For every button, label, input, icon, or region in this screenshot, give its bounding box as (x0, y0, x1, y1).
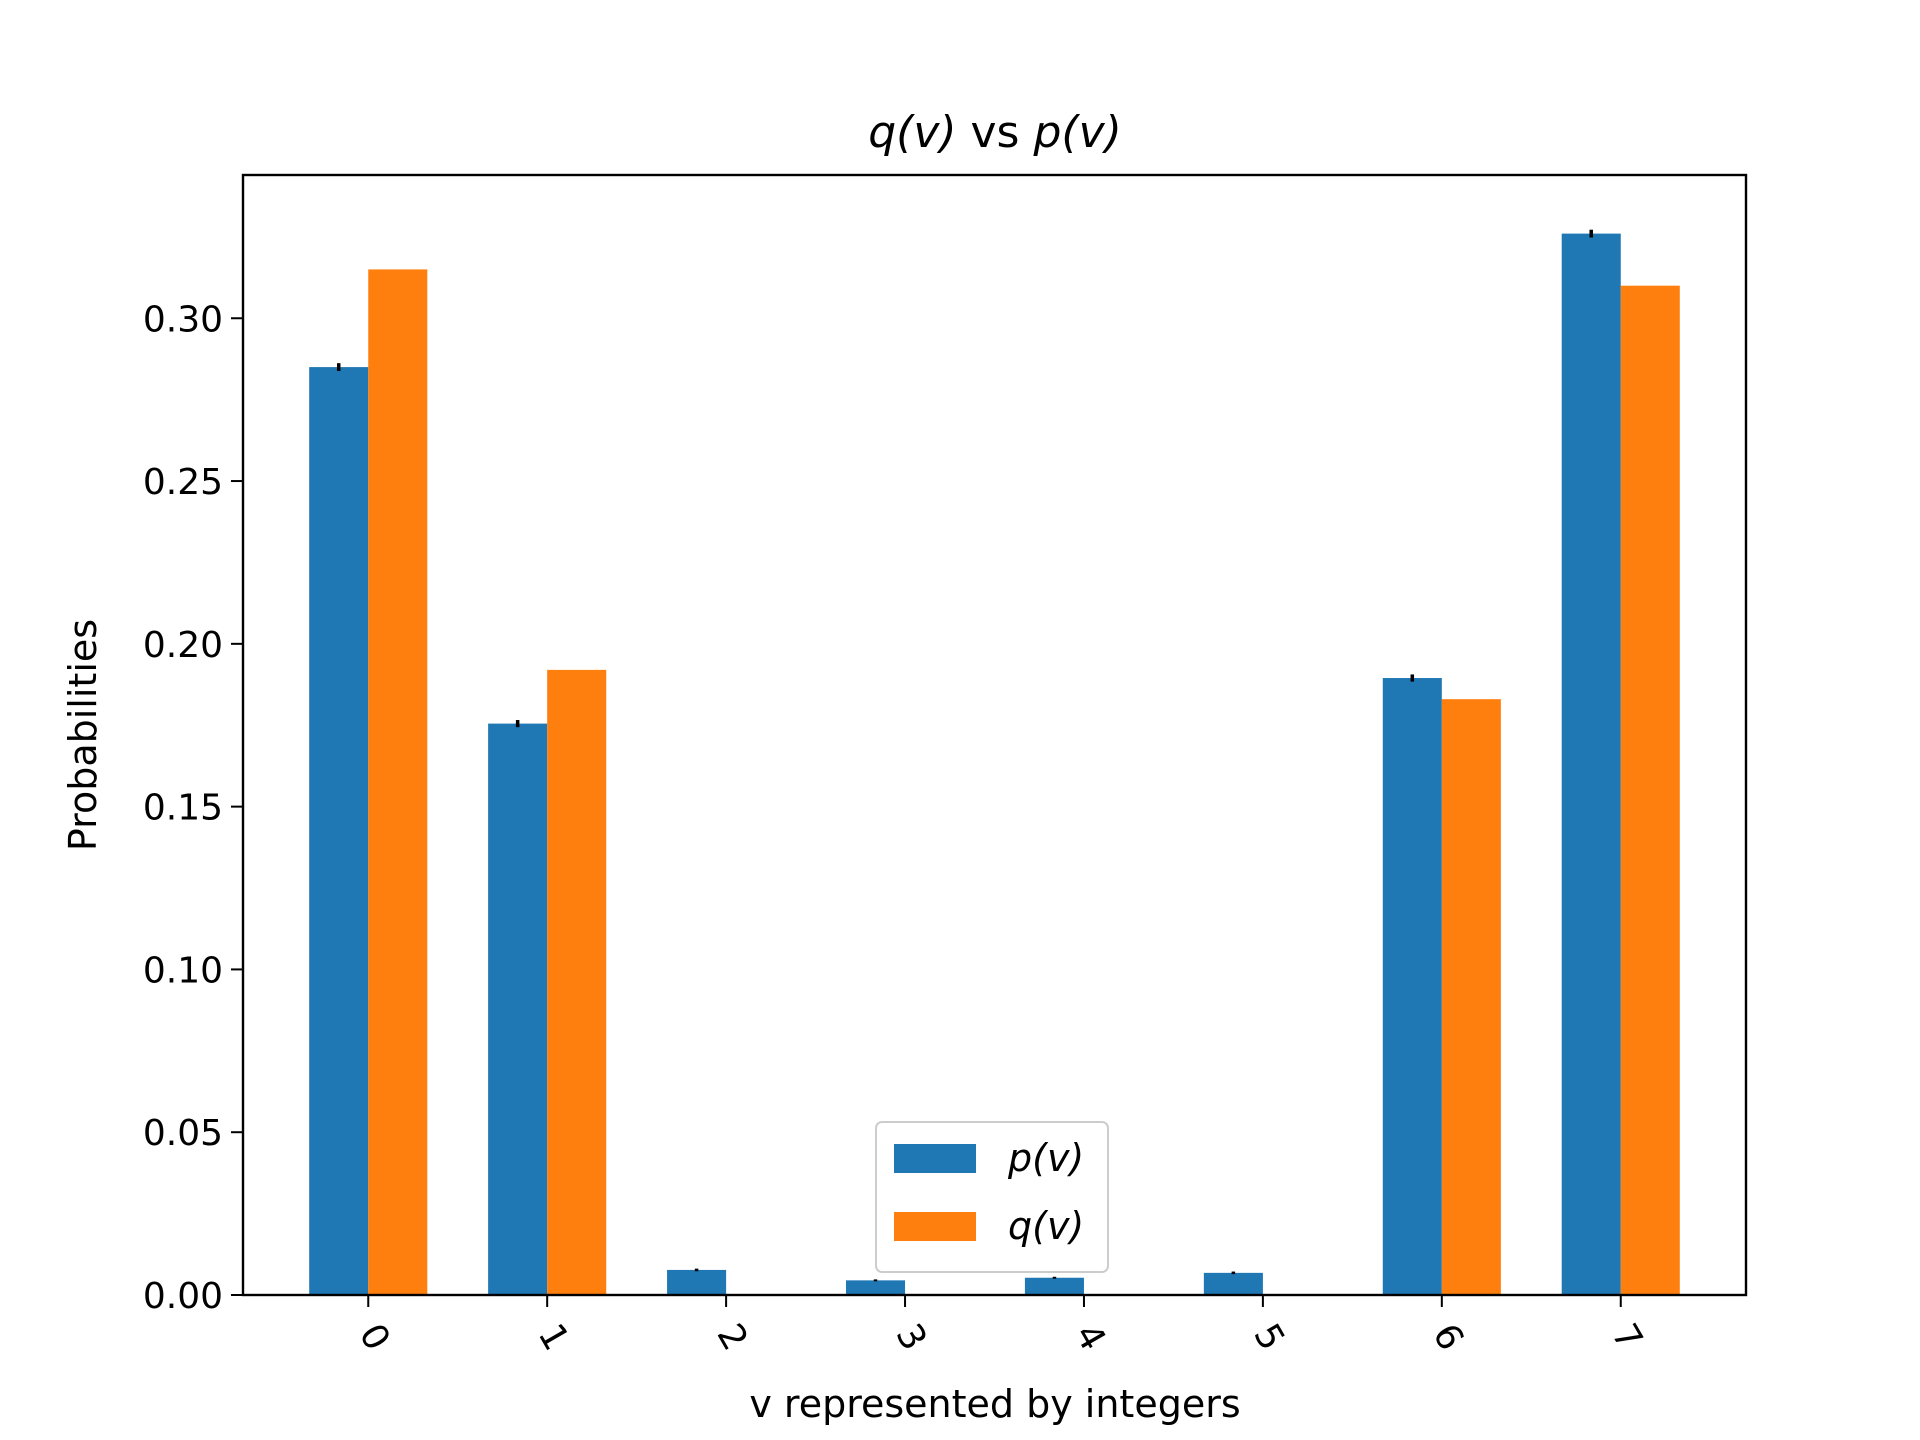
y-tick-label: 0.00 (143, 1276, 223, 1317)
bar-pv-5 (1203, 1272, 1263, 1295)
y-tick-label: 0.05 (143, 1113, 223, 1154)
title-q-part: q(v) (868, 107, 956, 158)
y-tick-label: 0.20 (143, 625, 223, 666)
bar-pv-7 (1561, 233, 1621, 1296)
bar-qv-0 (368, 269, 428, 1296)
x-tick-label: 5 (1245, 1317, 1292, 1357)
legend-swatch-1 (894, 1212, 976, 1241)
title-vs-part: vs (957, 107, 1034, 158)
x-axis: 0 1 2 3 4 5 6 7 (351, 1295, 1650, 1357)
y-tick-label: 0.15 (143, 788, 223, 829)
x-tick-label: 3 (888, 1317, 935, 1357)
x-tick-label: 2 (709, 1317, 756, 1357)
chart-title: q(v) vs p(v) (868, 107, 1122, 158)
bar-pv-1 (488, 723, 548, 1295)
legend-label-1: q(v) (1008, 1204, 1084, 1248)
bars-layer (309, 233, 1680, 1296)
bar-qv-7 (1620, 285, 1680, 1296)
legend: p(v) q(v) (875, 1121, 1109, 1273)
y-axis-label: Probabilities (61, 619, 105, 851)
x-tick-label: 6 (1424, 1317, 1471, 1357)
x-tick-label: 1 (530, 1317, 577, 1357)
y-tick-label: 0.25 (143, 462, 223, 503)
bar-pv-4 (1024, 1277, 1084, 1295)
chart-title-group: q(v) vs p(v) (868, 107, 1122, 158)
x-tick-label: 4 (1066, 1317, 1113, 1357)
bar-pv-2 (667, 1269, 727, 1295)
y-tick-label: 0.10 (143, 950, 223, 991)
x-axis-label: v represented by integers (749, 1382, 1240, 1426)
plot-frame (241, 173, 1748, 1297)
bar-pv-6 (1382, 678, 1442, 1295)
legend-swatch-0 (894, 1144, 976, 1173)
bar-pv-3 (845, 1280, 906, 1295)
errorbars-layer (336, 229, 1593, 1282)
x-tick-label: 7 (1603, 1317, 1650, 1357)
title-p-part: p(v) (1032, 107, 1121, 158)
y-axis: 0.00 0.05 0.10 0.15 0.20 0.25 0.30 (143, 299, 243, 1317)
y-tick-label: 0.30 (143, 299, 223, 340)
bar-qv-1 (547, 669, 607, 1295)
x-tick-label: 0 (351, 1317, 398, 1357)
legend-label-0: p(v) (1007, 1136, 1084, 1180)
bar-pv-0 (309, 367, 369, 1295)
bar-qv-6 (1441, 699, 1501, 1295)
